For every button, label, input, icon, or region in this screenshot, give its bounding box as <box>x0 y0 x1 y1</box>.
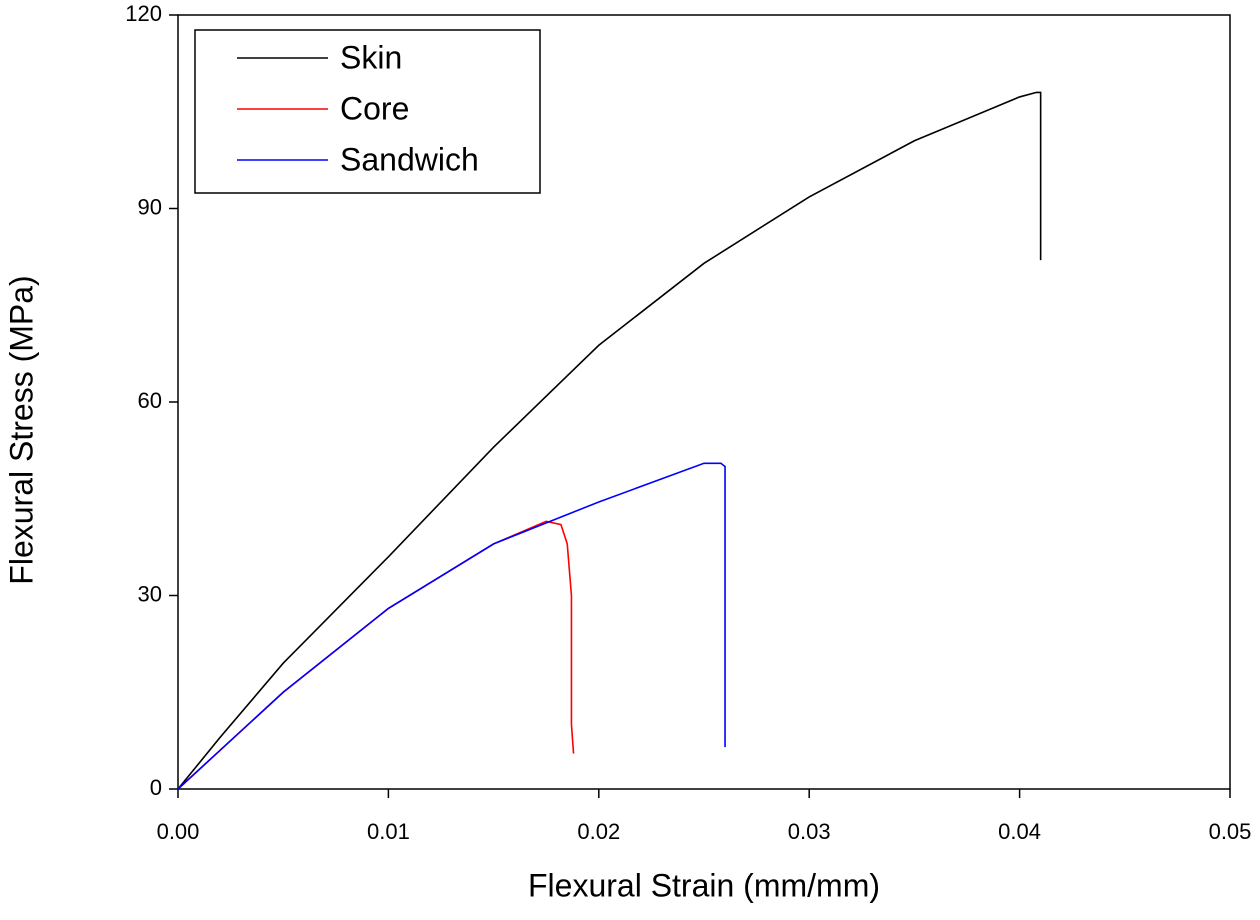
legend-label: Sandwich <box>340 141 479 177</box>
x-tick-label: 0.04 <box>998 819 1041 844</box>
x-axis-title: Flexural Strain (mm/mm) <box>528 867 880 903</box>
legend-label: Core <box>340 90 409 126</box>
x-tick-label: 0.01 <box>367 819 410 844</box>
legend-box <box>194 29 541 194</box>
data-line <box>177 462 726 790</box>
y-tick-label: 120 <box>125 1 162 26</box>
y-axis-title: Flexural Stress (MPa) <box>3 275 39 584</box>
y-tick-label: 30 <box>138 581 162 606</box>
legend-label: Skin <box>340 39 402 75</box>
y-tick-label: 60 <box>138 388 162 413</box>
data-line <box>177 520 575 790</box>
data-line <box>177 91 1042 790</box>
x-tick-label: 0.03 <box>788 819 831 844</box>
x-tick-label: 0.00 <box>157 819 200 844</box>
x-tick-label: 0.05 <box>1209 819 1252 844</box>
y-tick-label: 90 <box>138 194 162 219</box>
x-tick-label: 0.02 <box>577 819 620 844</box>
y-tick-label: 0 <box>150 775 162 800</box>
